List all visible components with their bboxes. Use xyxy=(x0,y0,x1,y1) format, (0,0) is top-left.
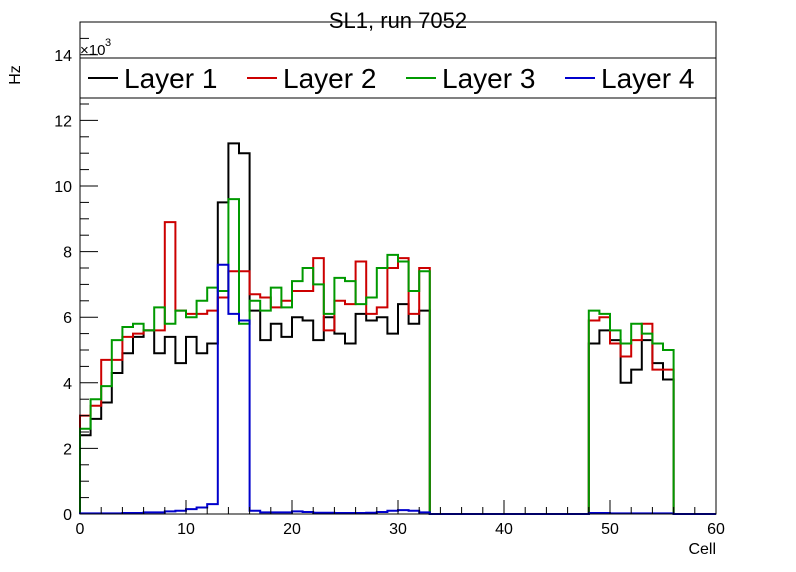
legend-label-2: Layer 2 xyxy=(283,63,376,94)
y-axis-label-group: Hz xyxy=(7,65,24,85)
legend-label-3: Layer 3 xyxy=(442,63,535,94)
y-tick-label: 12 xyxy=(54,113,72,130)
y-tick-label: 2 xyxy=(63,441,72,458)
series-line-2 xyxy=(79,221,716,515)
axes-layer: 0 10 20 30 40 50 60 0 2 4 6 8 10 12 14 xyxy=(54,21,725,538)
y-tick-label: 8 xyxy=(63,245,72,262)
x-tick-label: 0 xyxy=(76,521,85,538)
x-tick-label: 10 xyxy=(177,521,195,538)
series-line-1 xyxy=(79,142,716,515)
y-tick-label: 0 xyxy=(63,507,72,524)
x-axis-label: Cell xyxy=(688,541,716,558)
x-tick-label: 40 xyxy=(495,521,513,538)
series-line-3 xyxy=(79,198,716,515)
y-tick-label: 10 xyxy=(54,179,72,196)
y-multiplier-exponent: 3 xyxy=(105,37,111,49)
y-tick-label: 14 xyxy=(54,48,72,65)
y-tick-label: 6 xyxy=(63,310,72,327)
y-multiplier-base: ×10 xyxy=(80,42,105,59)
legend: Layer 1 Layer 2 Layer 3 Layer 4 xyxy=(79,57,717,99)
x-tick-label: 60 xyxy=(707,521,725,538)
y-axis-label: Hz xyxy=(7,65,24,85)
x-tick-label: 20 xyxy=(283,521,301,538)
x-tick-label: 50 xyxy=(601,521,619,538)
legend-box xyxy=(79,57,717,99)
chart-title: SL1, run 7052 xyxy=(329,8,467,33)
legend-label-4: Layer 4 xyxy=(601,63,694,94)
y-tick-label: 4 xyxy=(63,376,72,393)
legend-label-1: Layer 1 xyxy=(124,63,217,94)
x-tick-label: 30 xyxy=(389,521,407,538)
